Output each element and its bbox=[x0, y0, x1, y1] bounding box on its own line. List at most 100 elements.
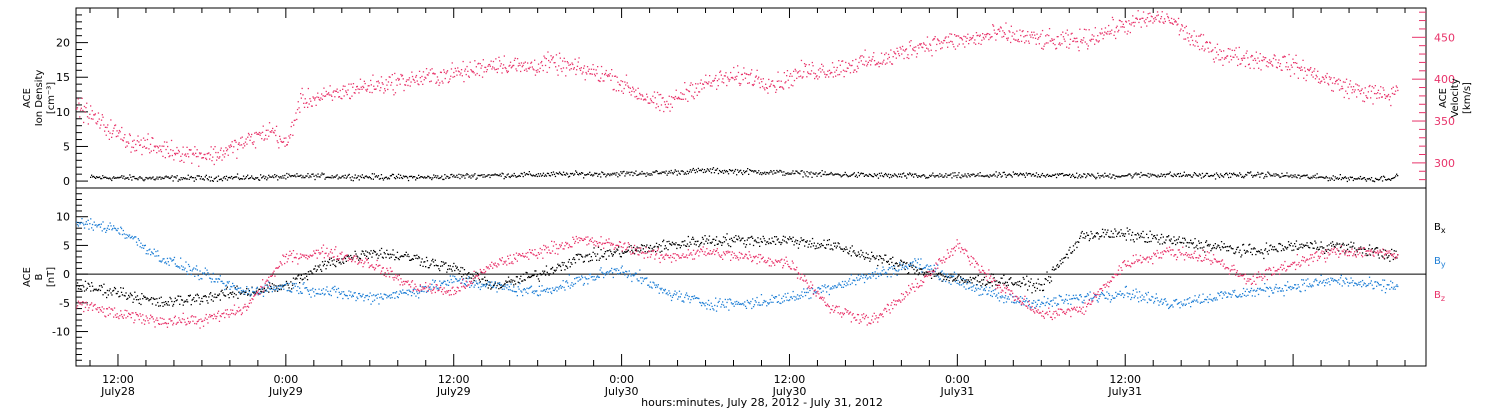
b-point bbox=[689, 241, 691, 243]
b-point bbox=[1303, 245, 1305, 247]
top-point bbox=[565, 67, 568, 69]
b-point bbox=[529, 276, 532, 278]
top-point bbox=[508, 176, 510, 178]
b-point bbox=[989, 282, 991, 284]
top-point bbox=[978, 175, 980, 177]
top-point bbox=[800, 170, 802, 172]
top-point bbox=[1139, 176, 1141, 178]
top-point bbox=[797, 172, 799, 174]
top-point bbox=[739, 84, 741, 86]
top-point bbox=[1379, 93, 1381, 95]
b-point bbox=[249, 294, 251, 296]
top-point bbox=[464, 177, 466, 179]
top-point bbox=[1350, 176, 1352, 179]
top-point bbox=[1039, 35, 1041, 38]
top-point bbox=[1229, 48, 1231, 50]
top-point bbox=[111, 136, 113, 138]
top-point bbox=[977, 34, 979, 36]
b-point bbox=[737, 239, 739, 241]
top-point bbox=[167, 152, 170, 154]
top-point bbox=[1029, 34, 1031, 36]
b-point bbox=[152, 297, 154, 299]
b-point bbox=[816, 247, 818, 249]
top-point bbox=[1341, 177, 1343, 179]
top-point bbox=[1158, 176, 1160, 178]
top-point bbox=[879, 62, 881, 65]
top-point bbox=[1118, 19, 1121, 21]
top-point bbox=[857, 171, 859, 174]
b-point bbox=[250, 293, 252, 295]
top-point bbox=[712, 80, 714, 82]
b-point bbox=[696, 240, 698, 243]
top-point bbox=[808, 64, 810, 66]
top-point bbox=[452, 176, 454, 178]
top-point bbox=[390, 84, 392, 86]
top-point bbox=[845, 61, 847, 64]
b-point bbox=[155, 250, 157, 253]
b-point bbox=[446, 271, 448, 273]
top-point bbox=[596, 172, 598, 175]
top-point bbox=[798, 172, 800, 174]
top-point bbox=[842, 60, 844, 62]
b-point bbox=[661, 250, 663, 252]
b-point bbox=[87, 282, 89, 284]
top-point bbox=[1128, 173, 1130, 175]
b-point bbox=[166, 304, 169, 306]
top-point bbox=[889, 61, 891, 63]
top-point bbox=[681, 93, 684, 95]
top-point bbox=[885, 174, 888, 176]
top-point bbox=[869, 59, 871, 62]
b-point bbox=[191, 299, 193, 301]
b-point bbox=[819, 246, 822, 248]
top-point bbox=[936, 175, 938, 177]
b-point bbox=[1070, 252, 1072, 254]
top-point bbox=[230, 175, 233, 178]
top-point bbox=[1040, 33, 1042, 35]
top-point bbox=[1173, 18, 1175, 20]
b-point bbox=[1053, 269, 1055, 271]
b-point bbox=[328, 258, 331, 261]
top-point bbox=[385, 79, 387, 81]
b-point bbox=[705, 240, 707, 242]
top-point bbox=[461, 75, 463, 77]
b-point bbox=[952, 280, 954, 282]
b-point bbox=[1011, 282, 1013, 284]
top-point bbox=[1373, 180, 1376, 183]
top-point bbox=[482, 59, 484, 61]
b-point bbox=[588, 260, 590, 263]
top-point bbox=[580, 173, 582, 175]
top-point bbox=[916, 53, 918, 55]
top-point bbox=[1170, 17, 1173, 20]
b-point bbox=[504, 282, 506, 285]
top-point bbox=[1218, 59, 1220, 61]
top-point bbox=[1393, 93, 1395, 95]
b-point bbox=[106, 227, 109, 229]
b-point bbox=[595, 255, 597, 257]
b-point bbox=[76, 285, 78, 287]
b-point bbox=[1383, 249, 1385, 251]
b-point bbox=[991, 285, 993, 287]
b-point bbox=[418, 257, 421, 259]
top-point bbox=[801, 170, 803, 172]
top-point bbox=[434, 73, 436, 75]
top-point bbox=[1048, 174, 1051, 177]
top-point bbox=[358, 92, 360, 94]
top-point bbox=[387, 81, 390, 83]
b-point bbox=[1383, 258, 1386, 260]
top-point bbox=[382, 83, 384, 85]
top-point bbox=[128, 178, 130, 180]
b-point bbox=[217, 294, 219, 296]
top-point bbox=[917, 176, 919, 178]
top-point bbox=[261, 177, 263, 179]
b-point bbox=[1364, 248, 1366, 250]
b-point bbox=[180, 295, 182, 298]
top-point bbox=[167, 145, 169, 148]
b-point bbox=[1248, 244, 1250, 246]
b-point bbox=[108, 228, 110, 230]
top-point bbox=[467, 75, 470, 77]
b-point bbox=[1257, 251, 1259, 253]
top-point bbox=[1128, 20, 1130, 22]
b-point bbox=[726, 233, 728, 235]
top-point bbox=[1284, 56, 1286, 58]
top-point bbox=[344, 85, 346, 87]
